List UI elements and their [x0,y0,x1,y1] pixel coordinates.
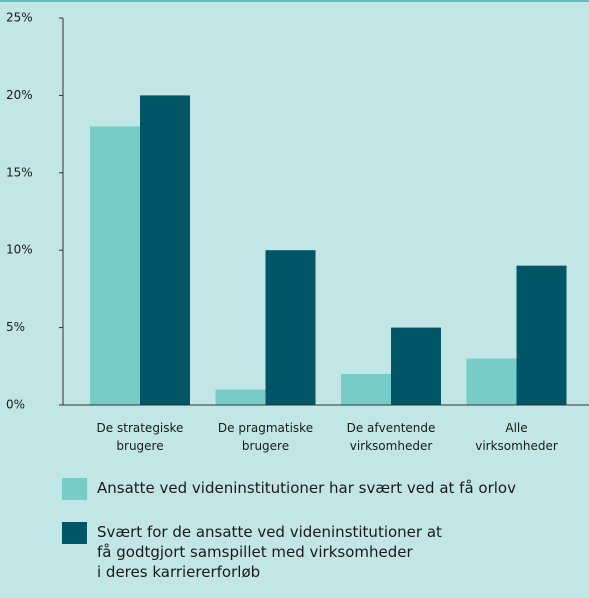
y-tick-label: 10% [6,243,33,257]
bar [215,389,266,405]
bar [265,250,316,405]
y-tick-label: 20% [6,88,33,102]
bar [140,95,190,406]
y-tick-label: 0% [6,398,25,412]
y-tick-label: 5% [6,320,25,334]
x-tick-label: Alle virksomheder [475,421,558,453]
x-tick-label: De afventende virksomheder [346,421,436,453]
x-tick-label: De strategiske brugere [96,421,184,453]
x-tick-label: De pragmatiske brugere [217,421,314,453]
legend-label: Ansatte ved videninstitutioner har svært… [97,479,516,497]
bar [466,358,517,405]
legend-label: Svært for de ansatte ved videninstitutio… [97,523,442,581]
legend-swatch [62,478,87,500]
bar [516,265,567,405]
bar [391,327,441,405]
y-tick-label: 15% [6,165,33,179]
y-tick-label: 25% [6,11,33,25]
bar [90,126,140,406]
bar [341,374,391,405]
legend-swatch [62,522,87,544]
